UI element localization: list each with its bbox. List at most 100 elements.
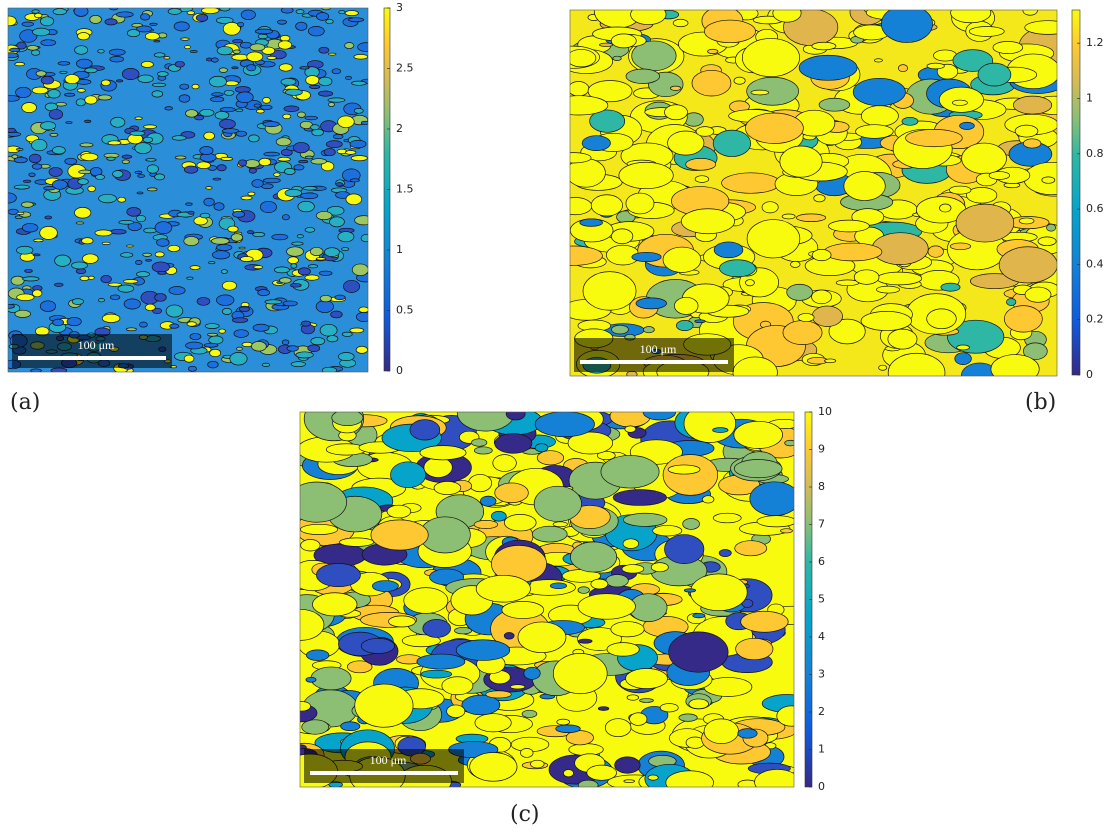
grain (74, 45, 89, 55)
grain (117, 196, 127, 203)
grain (235, 108, 244, 112)
scale-bar-label: 100 μm (640, 342, 677, 356)
grain (185, 202, 193, 206)
grain (324, 247, 340, 257)
grain (199, 108, 215, 117)
grain (331, 68, 342, 75)
grain (761, 201, 779, 214)
grain (251, 341, 267, 352)
grain (246, 51, 264, 62)
grain (211, 250, 231, 260)
grain (120, 252, 134, 258)
grain (345, 193, 363, 206)
grain (533, 485, 582, 522)
grain (749, 481, 794, 516)
grain (139, 321, 148, 328)
grain (142, 136, 154, 143)
grain (570, 95, 609, 116)
grain (577, 593, 636, 620)
grain (215, 244, 233, 251)
grain (273, 266, 290, 274)
grain (813, 194, 826, 203)
grain (304, 155, 314, 160)
grain (570, 197, 593, 216)
grain (246, 64, 257, 72)
grain (614, 756, 641, 774)
grain (926, 308, 957, 330)
grain (299, 66, 310, 70)
grain (733, 420, 783, 449)
grain (8, 95, 20, 102)
grain (73, 8, 89, 17)
grain (776, 705, 794, 727)
grain (218, 328, 226, 334)
grain (860, 310, 912, 331)
grain (136, 271, 150, 278)
grain (101, 241, 111, 245)
grain (587, 80, 633, 103)
grain (341, 247, 350, 252)
grain (690, 573, 748, 612)
grain (8, 52, 19, 59)
grain (811, 41, 837, 51)
colorbar-tick-label: 4 (818, 630, 825, 643)
grain (300, 481, 347, 523)
grain (549, 582, 567, 590)
grain (355, 345, 368, 354)
grain (772, 10, 802, 23)
grain (790, 260, 801, 268)
grain (750, 89, 770, 96)
grain (231, 66, 239, 70)
grain (949, 242, 972, 251)
grain (622, 538, 639, 549)
grain (1022, 10, 1038, 16)
grain (304, 227, 316, 233)
grain (310, 124, 320, 131)
grain (115, 11, 134, 18)
grain (905, 129, 963, 148)
grain (600, 455, 660, 489)
grain (315, 211, 333, 221)
grain (643, 326, 655, 334)
grain (871, 232, 929, 265)
grain (954, 352, 972, 365)
grain (275, 137, 292, 147)
grain (745, 279, 755, 287)
grain (988, 171, 1010, 180)
grain (455, 639, 511, 661)
grain (386, 504, 412, 519)
grain (353, 108, 364, 114)
grain (236, 91, 254, 104)
grain (360, 120, 368, 125)
grain (126, 244, 134, 248)
grain (734, 540, 768, 557)
grain (639, 698, 654, 703)
grain (189, 50, 198, 53)
grain (121, 154, 133, 159)
grain (14, 62, 25, 67)
grain (261, 362, 271, 367)
grain (143, 124, 157, 129)
grain (261, 46, 276, 55)
grain (204, 323, 220, 329)
grain (252, 323, 270, 332)
grain (328, 52, 337, 56)
grain (281, 339, 290, 346)
grain (31, 138, 48, 152)
grain (297, 200, 315, 213)
grain (625, 668, 668, 689)
grain (154, 173, 166, 181)
grain (469, 752, 518, 782)
grain (345, 75, 352, 80)
grain (409, 419, 441, 441)
grain (733, 459, 783, 479)
grain (75, 221, 85, 225)
grain (258, 157, 272, 167)
grain (107, 140, 122, 146)
grain (140, 13, 151, 21)
grain (142, 252, 152, 257)
grain (238, 246, 246, 250)
grain (707, 48, 719, 54)
grain (860, 105, 899, 127)
grain (78, 169, 92, 175)
